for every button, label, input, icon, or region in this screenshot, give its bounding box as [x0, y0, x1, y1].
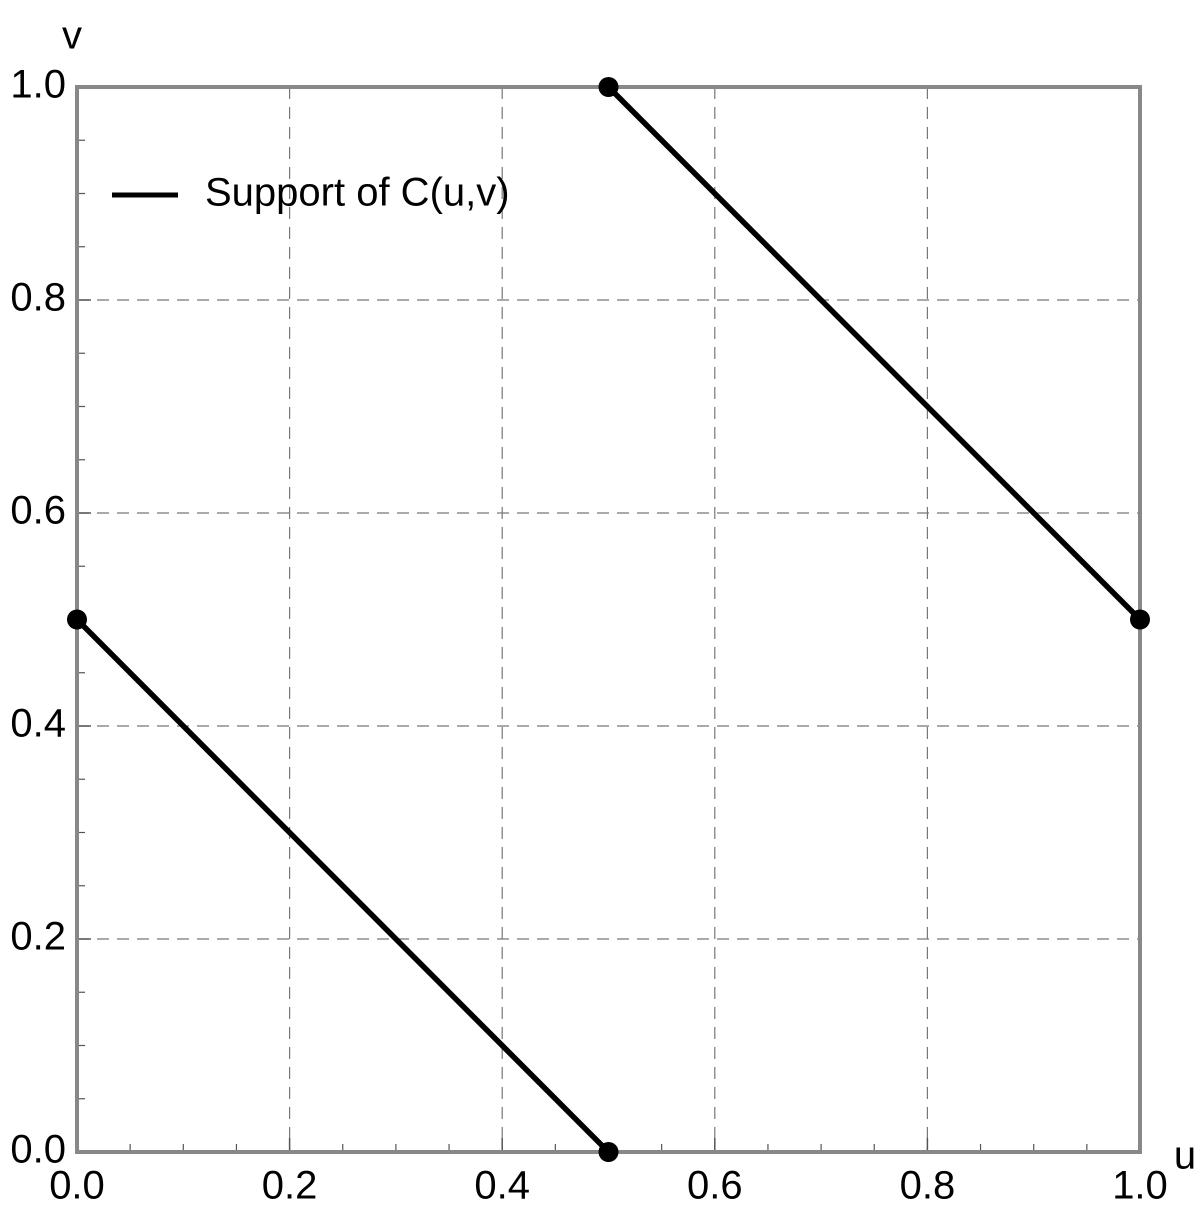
- x-tick-label: 0.4: [474, 1164, 530, 1208]
- y-tick-label: 0.2: [10, 915, 66, 959]
- point: [67, 609, 87, 630]
- legend-label: Support of C(u,v): [205, 171, 510, 215]
- line: [75, 85, 1142, 1154]
- x-tick-label: 1.0: [1112, 1164, 1168, 1208]
- y-tick-label: 1.0: [10, 63, 66, 107]
- x-axis-label: u: [1174, 1134, 1196, 1178]
- y-tick-label: 0.8: [10, 276, 66, 320]
- y-tick-label: 0.0: [10, 1128, 66, 1172]
- x-tick-label: 0.8: [900, 1164, 956, 1208]
- point: [1130, 609, 1150, 630]
- y-tick-label: 0.6: [10, 489, 66, 533]
- plot-frame: [75, 85, 1142, 1154]
- x-tick-label: 0.2: [262, 1164, 318, 1208]
- point: [598, 77, 619, 97]
- x-tick-label: 0.0: [49, 1164, 105, 1208]
- x-tick-label: 0.6: [687, 1164, 743, 1208]
- point: [598, 1142, 619, 1162]
- y-tick-label: 0.4: [10, 702, 66, 746]
- y-axis-label: v: [62, 14, 82, 58]
